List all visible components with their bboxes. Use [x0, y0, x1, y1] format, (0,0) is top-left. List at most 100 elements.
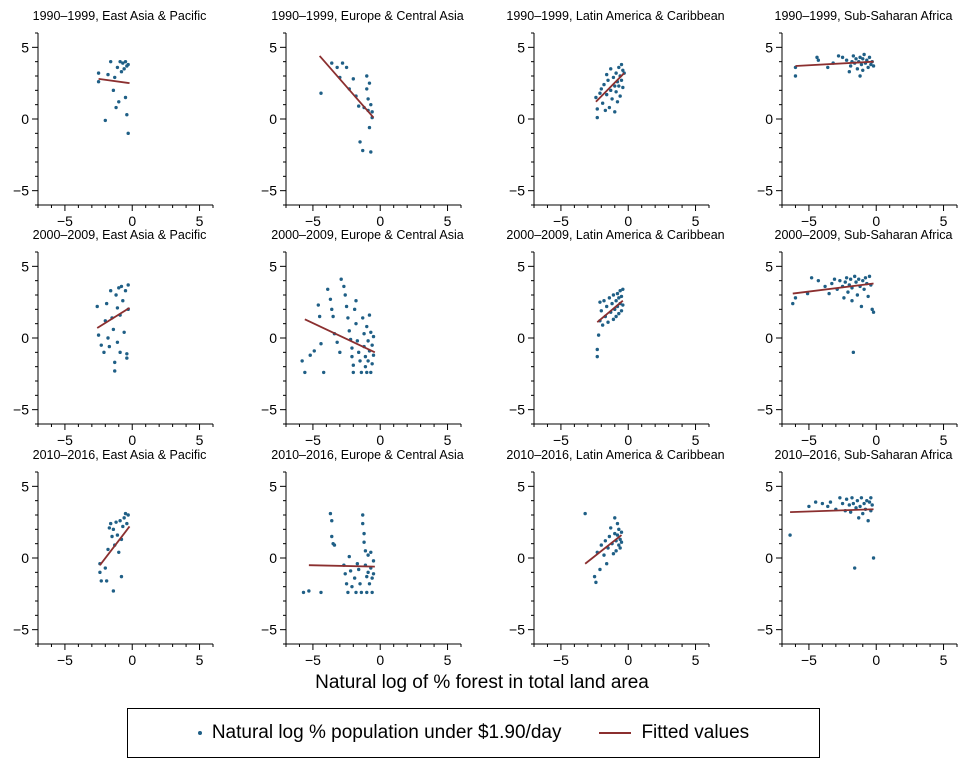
scatter-point [598, 300, 602, 304]
scatter-point [312, 349, 316, 353]
scatter-point [855, 67, 860, 71]
scatter-point [826, 65, 830, 70]
scatter-point [621, 68, 625, 72]
scatter-point [111, 327, 116, 332]
scatter-point [816, 278, 821, 283]
scatter-point [858, 74, 862, 78]
scatter-point [615, 100, 620, 104]
scatter-point [104, 301, 109, 306]
scatter-point [619, 530, 624, 534]
scatter-point [861, 68, 865, 72]
scatter-point [838, 278, 842, 283]
scatter-point [367, 81, 372, 85]
scatter-point [844, 58, 849, 62]
scatter-point [602, 299, 606, 303]
scatter-point [344, 582, 349, 586]
scatter-point [617, 84, 621, 88]
scatter-point [96, 71, 101, 75]
y-tick-label: −5 [261, 402, 277, 418]
y-tick-label: 0 [269, 111, 277, 127]
x-tick-label: −5 [801, 432, 817, 448]
y-tick-label: 0 [765, 111, 773, 127]
scatter-point [370, 110, 374, 114]
scatter-point [844, 497, 849, 501]
scatter-point [603, 108, 608, 113]
scatter-point [356, 567, 361, 572]
scatter-point [106, 336, 110, 340]
scatter-point [813, 500, 818, 504]
scatter-point [351, 363, 356, 367]
scatter-point [865, 498, 869, 503]
scatter-point [367, 582, 372, 586]
scatter-point [619, 62, 624, 67]
scatter-point [354, 321, 358, 326]
scatter-point [867, 55, 872, 60]
x-tick-label: 0 [128, 652, 136, 668]
scatter-point [119, 284, 124, 289]
scatter-point [123, 289, 128, 293]
x-tick-label: 5 [196, 213, 204, 229]
scatter-point [614, 549, 618, 553]
scatter-point [369, 370, 373, 375]
x-tick-label: −5 [553, 432, 569, 448]
scatter-point [123, 511, 128, 516]
legend-item-scatter: Natural log % population under $1.90/day [197, 722, 561, 744]
scatter-point [866, 519, 870, 523]
scatter-point [106, 547, 110, 552]
scatter-point [301, 590, 306, 595]
x-tick-label: −5 [305, 432, 321, 448]
scatter-point [867, 500, 872, 504]
scatter-point [369, 330, 373, 334]
scatter-point [358, 359, 362, 363]
scatter-point [367, 125, 372, 130]
scatter-point [854, 280, 858, 284]
y-tick-label: −5 [757, 622, 773, 638]
x-tick-label: −5 [57, 213, 73, 229]
scatter-point [793, 74, 798, 78]
scatter-point [126, 283, 130, 287]
scatter-point [614, 299, 618, 303]
y-tick-label: 5 [269, 258, 277, 274]
scatter-point [114, 293, 118, 297]
scatter-point [869, 496, 873, 500]
scatter-point [126, 513, 130, 517]
scatter-point [870, 307, 874, 312]
x-tick-label: 5 [692, 652, 700, 668]
y-tick-label: 5 [21, 478, 29, 494]
scatter-point [848, 510, 853, 514]
x-tick-label: 5 [444, 652, 452, 668]
scatter-point [842, 296, 846, 300]
x-tick-label: 5 [940, 652, 948, 668]
x-tick-label: 0 [376, 652, 384, 668]
scatter-point [618, 546, 622, 550]
scatter-point [344, 304, 349, 309]
scatter-point [330, 61, 334, 65]
x-tick-label: 0 [624, 213, 632, 229]
fitted-line [792, 282, 874, 295]
scatter-point [613, 84, 617, 88]
scatter-point [611, 75, 616, 80]
scatter-point [820, 501, 825, 506]
scatter-point [342, 284, 346, 289]
x-tick-label: 0 [872, 432, 880, 448]
scatter-point [611, 317, 616, 322]
y-tick-label: 0 [269, 330, 277, 346]
panel-title: 1990–1999, Europe & Central Asia [271, 9, 464, 23]
x-tick-label: −5 [553, 213, 569, 229]
x-axis-label: Natural log of % forest in total land ar… [315, 672, 649, 693]
scatter-point [866, 294, 870, 299]
scatter-point [118, 350, 122, 355]
scatter-point [113, 369, 117, 373]
scatter-point [598, 91, 602, 95]
scatter-point [121, 61, 125, 65]
scatter-point [621, 287, 625, 291]
scatter-point [122, 516, 126, 520]
scatter-point [870, 503, 874, 507]
scatter-point [361, 521, 365, 526]
scatter-point [331, 314, 335, 319]
scatter-point [99, 343, 103, 347]
legend-label-fit: Fitted values [641, 722, 750, 743]
scatter-point [844, 276, 849, 280]
x-tick-label: −5 [553, 652, 569, 668]
scatter-point [365, 324, 369, 329]
